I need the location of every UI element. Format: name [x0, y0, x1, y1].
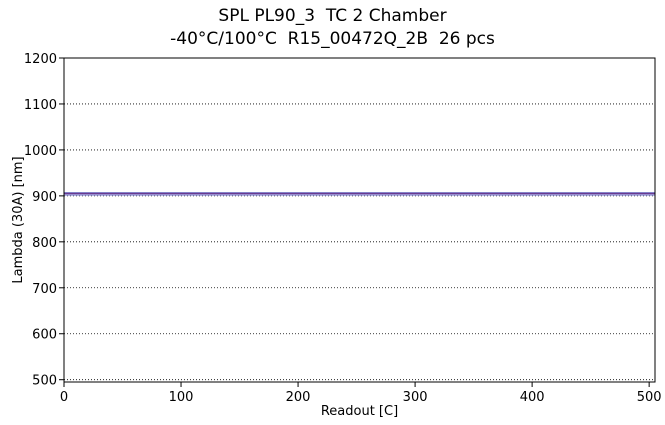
chart-subtitle: -40°C/100°C R15_00472Q_2B 26 pcs — [170, 29, 495, 49]
y-tick-label-1000: 1000 — [24, 144, 57, 159]
y-axis-title: Lambda (30A) [nm] — [11, 156, 26, 283]
series-lines — [64, 192, 655, 196]
x-tick-label-400: 400 — [520, 390, 545, 405]
y-tick-label-900: 900 — [32, 190, 57, 205]
y-axis-ticks: 500 600 700 800 900 1000 1100 1200 — [24, 52, 64, 389]
x-tick-label-0: 0 — [60, 390, 68, 405]
x-tick-label-500: 500 — [637, 390, 662, 405]
x-tick-label-100: 100 — [169, 390, 194, 405]
y-tick-label-800: 800 — [32, 236, 57, 251]
x-tick-label-300: 300 — [403, 390, 428, 405]
x-axis-ticks: 0 100 200 300 400 500 — [60, 382, 662, 405]
y-tick-label-600: 600 — [32, 328, 57, 343]
y-tick-label-1200: 1200 — [24, 52, 57, 67]
plot-frame — [63, 57, 656, 383]
y-tick-label-500: 500 — [32, 374, 57, 389]
grid-lines — [64, 103, 655, 381]
x-axis-title: Readout [C] — [321, 404, 398, 419]
y-tick-label-1100: 1100 — [24, 98, 57, 113]
y-tick-label-700: 700 — [32, 282, 57, 297]
x-tick-label-200: 200 — [286, 390, 311, 405]
chart-title: SPL PL90_3 TC 2 Chamber — [218, 6, 447, 26]
